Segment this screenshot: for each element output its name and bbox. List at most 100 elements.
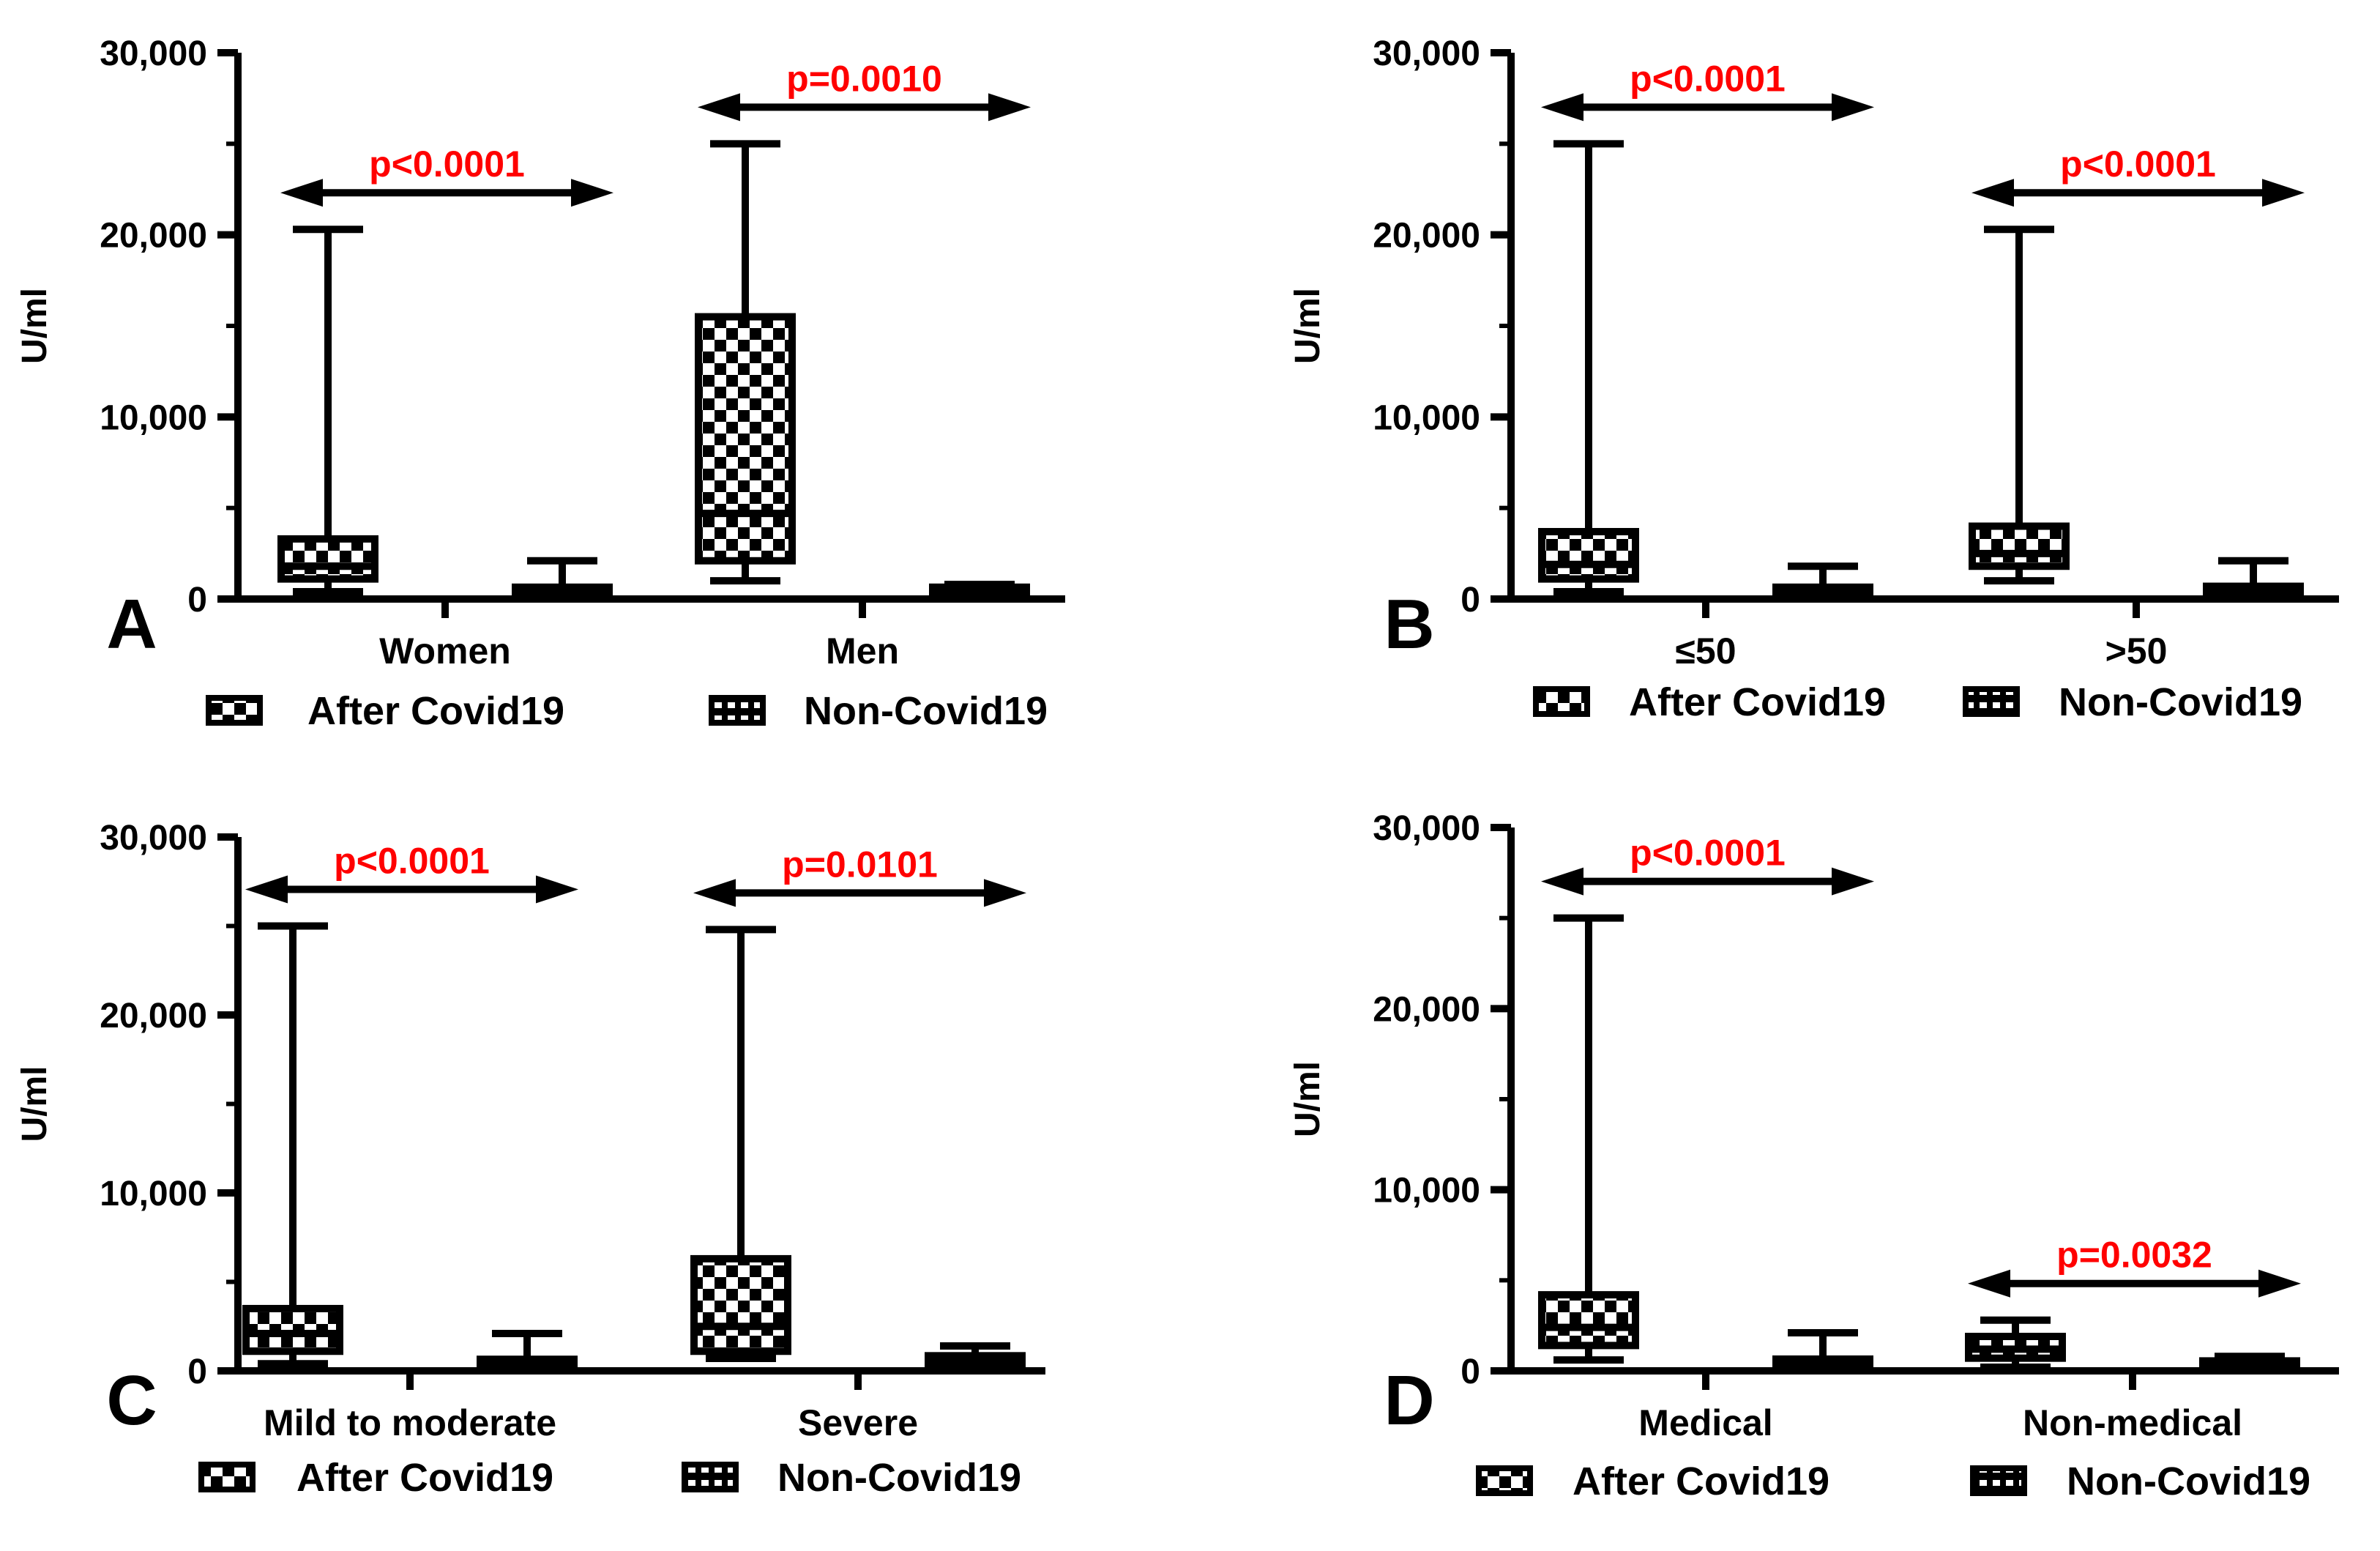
pvalue-label: p<0.0001: [2060, 144, 2216, 185]
arrow-head-right: [1832, 867, 1874, 896]
box-after: [242, 922, 343, 1368]
arrow-head-left: [693, 879, 736, 907]
x-tick-label: Women: [379, 631, 511, 672]
y-tick-label: 20,000: [100, 217, 207, 256]
striped-box-icon: [1963, 686, 2020, 717]
box-non: [512, 557, 613, 600]
box-non: [925, 1342, 1026, 1372]
pvalue-arrow: p=0.0101: [693, 844, 1026, 907]
arrow-head-right: [536, 875, 578, 904]
pvalue-label: p=0.0010: [786, 58, 942, 99]
y-tick-label: 10,000: [1373, 1172, 1480, 1210]
pvalue-arrow: p<0.0001: [245, 841, 578, 904]
x-tick-label: Men: [826, 631, 899, 672]
pvalue-label: p<0.0001: [334, 841, 490, 882]
legend-label-after: After Covid19: [1573, 1459, 1829, 1503]
pvalue-label: p<0.0001: [1630, 58, 1786, 99]
y-tick-label: 0: [187, 1353, 207, 1391]
box-non: [2203, 557, 2304, 600]
box-after: [277, 226, 378, 596]
y-axis-label: U/ml: [1288, 288, 1327, 364]
box-non: [929, 581, 1030, 600]
panel-a: 0 10,000 20,000 30,000 U/ml A Women Men p<0.0001…: [15, 34, 1065, 733]
arrow-head-left: [245, 875, 288, 904]
striped-box-icon: [709, 695, 766, 726]
arrow-head-left: [1541, 93, 1583, 122]
y-axis-label: U/ml: [15, 1065, 54, 1142]
x-tick-label: Medical: [1638, 1402, 1772, 1443]
y-tick-label: 10,000: [100, 398, 207, 437]
box-non: [1772, 562, 1873, 600]
panel-letter: C: [106, 1361, 157, 1440]
arrow-head-left: [1971, 179, 2014, 207]
y-axis-label: U/ml: [1288, 1061, 1327, 1137]
x-tick-label: >50: [2105, 631, 2168, 672]
panel-letter: B: [1384, 585, 1434, 663]
pvalue-arrow: p<0.0001: [280, 144, 613, 207]
box-iqr: [690, 1254, 791, 1355]
legend-label-non: Non-Covid19: [2067, 1459, 2310, 1503]
pvalue-label: p=0.0032: [2056, 1235, 2212, 1276]
box-iqr: [1538, 527, 1639, 583]
y-tick-label: 20,000: [100, 997, 207, 1035]
pvalue-arrow: p<0.0001: [1971, 144, 2305, 207]
box-non: [2199, 1353, 2300, 1373]
arrow-head-right: [2258, 1269, 2301, 1298]
arrow-head-right: [988, 93, 1031, 122]
y-tick-label: 30,000: [1373, 809, 1480, 848]
box-iqr: [1969, 522, 2070, 570]
pvalue-label: p<0.0001: [369, 144, 525, 185]
y-axis-label: U/ml: [15, 288, 54, 364]
y-tick-label: 10,000: [1373, 398, 1480, 437]
legend-label-non: Non-Covid19: [777, 1456, 1021, 1500]
x-tick-label: Mild to moderate: [264, 1402, 556, 1443]
legend-label-non: Non-Covid19: [804, 689, 1048, 733]
x-tick-label: Non-medical: [2023, 1402, 2242, 1443]
arrow-head-right: [1832, 93, 1874, 122]
checkered-box-icon: [206, 695, 263, 726]
arrow-head-right: [2262, 179, 2305, 207]
box-after: [695, 140, 796, 585]
legend: After Covid19 Non-Covid19: [198, 1456, 1021, 1500]
checkered-box-icon: [1476, 1465, 1533, 1496]
y-tick-label: 20,000: [1373, 990, 1480, 1029]
box-iqr: [695, 313, 796, 565]
box-iqr: [277, 535, 378, 583]
striped-box-icon: [1970, 1465, 2027, 1496]
y-tick-label: 10,000: [100, 1175, 207, 1213]
pvalue-label: p=0.0101: [782, 844, 938, 885]
y-tick-label: 0: [1461, 581, 1480, 620]
y-tick-label: 30,000: [100, 819, 207, 858]
panel-d: 0 10,000 20,000 30,000 U/ml D Medical Non-medic…: [1288, 809, 2339, 1503]
arrow-head-right: [571, 179, 613, 207]
box-after: [1538, 914, 1639, 1364]
legend: After Covid19 Non-Covid19: [206, 689, 1048, 733]
box-non: [1772, 1329, 1873, 1372]
legend: After Covid19 Non-Covid19: [1476, 1459, 2310, 1503]
box-after: [1969, 226, 2070, 585]
panels-root: 0 10,000 20,000 30,000 U/ml A Women Men p<0.0001…: [15, 34, 2339, 1503]
checkered-box-icon: [1533, 686, 1590, 717]
box-after: [1538, 140, 1639, 596]
panel-letter: A: [106, 585, 157, 663]
checkered-box-icon: [198, 1462, 255, 1492]
legend-label-non: Non-Covid19: [2059, 680, 2302, 724]
panel-b: 0 10,000 20,000 30,000 U/ml B ≤50 >50 p<0.0001 p<…: [1288, 34, 2339, 724]
box-iqr: [1538, 1291, 1639, 1350]
legend-label-after: After Covid19: [307, 689, 564, 733]
pvalue-arrow: p<0.0001: [1541, 833, 1874, 896]
box-non: [477, 1329, 578, 1372]
box-after: [1965, 1316, 2066, 1372]
arrow-head-left: [280, 179, 323, 207]
y-tick-label: 30,000: [1373, 34, 1480, 73]
arrow-head-right: [984, 879, 1026, 907]
legend-label-after: After Covid19: [296, 1456, 553, 1500]
striped-box-icon: [682, 1462, 739, 1492]
arrow-head-left: [1968, 1269, 2010, 1298]
y-tick-label: 0: [187, 581, 207, 620]
panel-letter: D: [1384, 1361, 1434, 1440]
pvalue-arrow: p=0.0032: [1968, 1235, 2301, 1298]
x-tick-label: Severe: [798, 1402, 918, 1443]
y-tick-label: 30,000: [100, 34, 207, 73]
